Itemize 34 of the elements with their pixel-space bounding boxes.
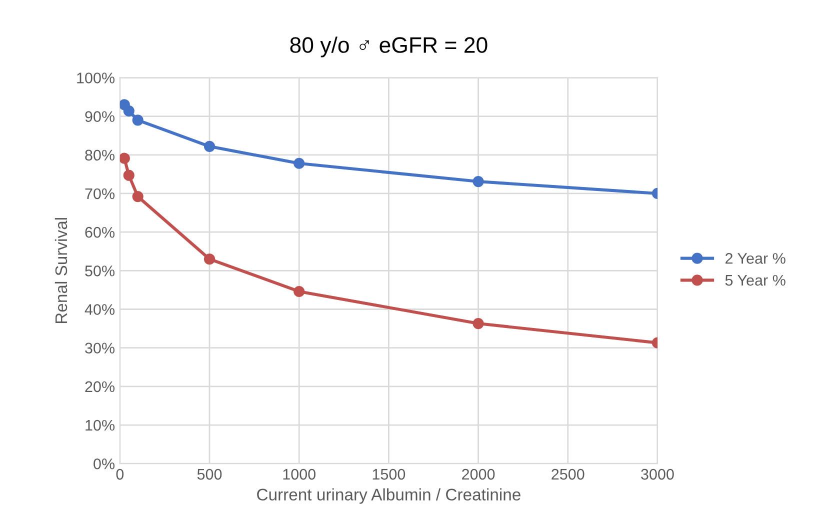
chart-title: 80 y/o ♂ eGFR = 20 bbox=[290, 36, 488, 58]
x-tick-label: 500 bbox=[197, 468, 222, 480]
x-axis-title: Current urinary Albumin / Creatinine bbox=[257, 488, 520, 504]
x-tick-label: 0 bbox=[116, 468, 124, 480]
y-tick-label: 50% bbox=[85, 266, 115, 276]
point bbox=[132, 114, 144, 126]
x-tick-label: 3000 bbox=[641, 468, 674, 480]
point bbox=[294, 286, 305, 298]
x-tick-label: 2500 bbox=[552, 468, 584, 480]
x-tick-label: 1000 bbox=[283, 468, 316, 480]
point bbox=[123, 170, 134, 181]
point bbox=[472, 176, 484, 188]
point bbox=[294, 158, 305, 169]
y-tick-label: 20% bbox=[85, 381, 115, 392]
y-tick-label: 90% bbox=[85, 111, 115, 122]
y-axis-title: Renal Survival bbox=[54, 218, 68, 324]
point bbox=[204, 140, 216, 152]
y-tick-label: 70% bbox=[85, 188, 115, 200]
y-tick-label: 10% bbox=[86, 420, 115, 431]
y-tick-label: 40% bbox=[84, 304, 115, 315]
point bbox=[132, 191, 144, 202]
x-tick-label: 2000 bbox=[462, 468, 495, 480]
y-tick-label: 100% bbox=[77, 72, 115, 84]
y-tick-label: 0% bbox=[94, 458, 115, 470]
y-tick-label: 60% bbox=[85, 226, 115, 238]
point bbox=[120, 152, 130, 164]
legend-label: 2 Year % bbox=[726, 252, 786, 264]
point bbox=[204, 254, 216, 265]
point bbox=[472, 318, 484, 330]
point bbox=[123, 105, 134, 116]
y-tick-label: 80% bbox=[85, 150, 115, 161]
x-tick-label: 1500 bbox=[372, 468, 406, 480]
legend-label: 5 Year % bbox=[725, 274, 786, 286]
y-tick-label: 30% bbox=[85, 342, 115, 354]
